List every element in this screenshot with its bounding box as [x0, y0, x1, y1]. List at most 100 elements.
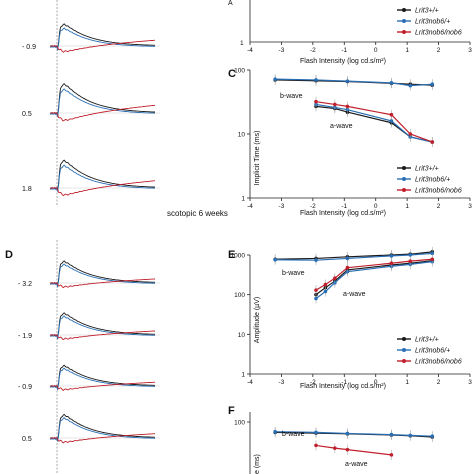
legend-marker	[402, 8, 406, 12]
y-tick-label: 100	[234, 68, 245, 75]
x-tick-label: 1	[405, 47, 409, 54]
panel-letter-c: C	[228, 68, 236, 80]
data-point	[430, 82, 435, 86]
erg-trace	[49, 433, 155, 444]
y-tick-label: 10	[238, 332, 246, 339]
x-tick-label: -2	[310, 379, 316, 386]
panel-letter-f: F	[228, 405, 235, 417]
data-point	[408, 259, 413, 263]
legend-marker	[402, 177, 406, 181]
x-axis-label: Flash Intensity (log cd.s/m²)	[300, 58, 386, 65]
legend-entry: Lrit3+/+	[415, 8, 439, 15]
x-tick-label: 3	[468, 379, 472, 386]
y-label-fragment: e (ms)	[254, 454, 261, 474]
x-tick-label: 0	[374, 379, 378, 386]
erg-trace	[49, 413, 155, 441]
intensity-label: - 3.2	[18, 281, 32, 288]
legend-marker	[402, 166, 406, 170]
x-tick-label: -2	[310, 203, 316, 210]
erg-trace	[49, 364, 155, 391]
legend-marker	[402, 348, 406, 352]
y-axis-label: Implicit Time (ms)	[254, 131, 261, 186]
series-line	[315, 444, 392, 456]
legend-entry: Lrit3+/+	[415, 166, 439, 173]
erg-trace	[49, 180, 156, 197]
data-point	[389, 81, 394, 85]
data-point	[430, 434, 435, 438]
y-tick-label: 10	[238, 132, 246, 139]
data-point	[408, 433, 413, 438]
annotation-a-wave: a-wave	[345, 461, 368, 468]
x-tick-label: 0	[374, 203, 378, 210]
erg-trace	[49, 164, 155, 192]
data-point	[408, 132, 413, 136]
x-axis-label: Flash Intensity (log cd.s/m²)	[300, 383, 386, 390]
erg-trace	[49, 104, 156, 122]
y-tick-label: 1	[240, 40, 244, 47]
erg-trace	[49, 263, 155, 289]
erg-trace	[49, 381, 156, 391]
legend-entry: Lrit3nob6/+	[415, 177, 450, 184]
data-point	[408, 253, 413, 257]
erg-trace	[49, 39, 156, 53]
x-tick-label: -2	[310, 47, 316, 54]
series-line	[315, 101, 433, 143]
erg-trace	[49, 159, 156, 191]
data-point	[389, 112, 394, 117]
panel-letter-e: E	[228, 249, 235, 261]
traces-d-group: D - 3.2 - 1.9 - 0.9 0.5	[5, 240, 160, 474]
erg-trace	[49, 417, 155, 442]
data-point	[430, 251, 435, 256]
x-tick-label: 3	[468, 47, 472, 54]
legend-entry: Lrit3+/+	[415, 337, 439, 344]
intensity-label: - 0.9	[22, 44, 36, 51]
x-tick-label: -1	[341, 203, 347, 210]
data-point	[389, 261, 394, 266]
annotation-b-wave: b-wave	[280, 93, 303, 100]
data-point	[345, 79, 350, 83]
series-line	[275, 252, 433, 261]
intensity-label: 0.5	[22, 111, 32, 118]
data-point	[323, 289, 328, 294]
intensity-label: 1.8	[22, 186, 32, 193]
y-tick-label: 1	[241, 372, 245, 379]
series-line	[275, 431, 433, 437]
data-point	[333, 276, 337, 281]
y-tick-label: 1	[241, 196, 245, 203]
intensity-label: - 0.9	[18, 384, 32, 391]
annotation-a-wave: a-wave	[330, 123, 353, 130]
x-tick-label: 3	[468, 203, 472, 210]
y-tick-label: 100	[234, 420, 245, 427]
data-point	[430, 140, 435, 144]
data-point	[389, 254, 394, 258]
data-point	[273, 429, 277, 434]
panel-letter-d: D	[5, 249, 13, 261]
erg-trace	[49, 27, 155, 51]
data-point	[273, 77, 277, 81]
x-axis-label: Flash Intensity (log cd.s/m²)	[300, 210, 386, 217]
data-point	[345, 256, 350, 261]
series-line	[315, 103, 433, 143]
annotation-a-wave: a-wave	[343, 291, 366, 298]
erg-trace	[49, 278, 155, 289]
data-point	[389, 119, 394, 123]
annotation-b-wave: b-wave	[282, 270, 305, 277]
data-point	[345, 104, 350, 109]
panel-b: A 1 -4 -3 -2 -1 0 1 2 3 Flash Intensity (log cd…	[228, 0, 472, 65]
panel-f: F e (ms) 100 b-wave a-wave	[228, 405, 435, 474]
series-line	[275, 251, 433, 260]
data-point	[314, 430, 318, 435]
data-point	[345, 265, 350, 270]
x-tick-label: 2	[437, 379, 441, 386]
x-tick-label: -1	[341, 47, 347, 54]
data-point	[314, 78, 318, 82]
data-point	[323, 282, 328, 287]
legend-marker	[402, 359, 406, 363]
legend-entry: Lrit3nob6/+	[415, 19, 450, 26]
data-point	[430, 257, 435, 262]
data-point	[314, 258, 318, 262]
erg-trace	[49, 367, 155, 391]
y-label-fragment: A	[228, 0, 233, 7]
